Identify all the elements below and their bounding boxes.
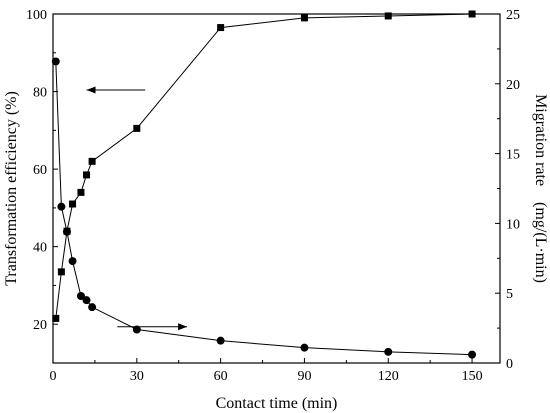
data-point-square bbox=[217, 24, 225, 32]
data-point-circle bbox=[300, 343, 309, 352]
y-left-tick-label: 40 bbox=[33, 241, 47, 256]
y-left-tick-label: 20 bbox=[33, 318, 47, 333]
data-point-square bbox=[133, 124, 141, 132]
y-right-tick-label: 10 bbox=[506, 217, 520, 232]
data-point-circle bbox=[62, 227, 71, 236]
y-right-tick-label: 5 bbox=[506, 287, 513, 302]
data-point-square bbox=[384, 12, 392, 20]
plot-frame bbox=[52, 13, 501, 364]
data-point-circle bbox=[57, 202, 66, 211]
series-line bbox=[55, 13, 473, 319]
series-circles bbox=[51, 57, 477, 359]
plot-area-border bbox=[52, 13, 501, 364]
y-axis-left: 20 40 60 80 100 bbox=[26, 8, 58, 333]
x-axis-title: Contact time (min) bbox=[216, 395, 338, 412]
data-point-square bbox=[77, 188, 85, 196]
y-right-tick-label: 20 bbox=[506, 78, 520, 93]
annotation-layer bbox=[86, 86, 188, 331]
x-tick-label: 150 bbox=[462, 369, 483, 384]
y-right-tick-label: 25 bbox=[506, 8, 520, 23]
y-left-tick-label: 80 bbox=[33, 86, 47, 101]
data-point-circle bbox=[468, 350, 477, 359]
y-left-tick-label: 60 bbox=[33, 163, 47, 178]
data-point-square bbox=[468, 10, 476, 18]
x-tick-label: 0 bbox=[50, 369, 57, 384]
arrow-left bbox=[86, 86, 146, 94]
arrow-right bbox=[117, 323, 188, 331]
data-point-circle bbox=[68, 257, 77, 266]
series-squares bbox=[52, 10, 476, 322]
y-axis-right-title: Migration rate (mg/(L·min) bbox=[532, 94, 549, 283]
y-axis-right: 0 5 10 15 20 25 bbox=[495, 8, 520, 372]
x-tick-label: 90 bbox=[297, 369, 311, 384]
arrow-head bbox=[178, 323, 188, 331]
arrow-head bbox=[86, 86, 96, 94]
data-point-square bbox=[57, 268, 65, 276]
series-layer bbox=[51, 10, 477, 359]
series-line bbox=[55, 61, 473, 356]
data-point-circle bbox=[82, 296, 91, 305]
y-left-tick-label: 100 bbox=[26, 8, 47, 23]
x-axis: 0 30 60 90 120 150 bbox=[50, 358, 483, 384]
x-tick-label: 120 bbox=[378, 369, 399, 384]
x-tick-label: 60 bbox=[214, 369, 228, 384]
data-point-square bbox=[88, 157, 96, 165]
y-axis-left-title: Transformation efficiency (%) bbox=[3, 91, 20, 286]
data-point-square bbox=[83, 171, 91, 179]
x-tick-label: 30 bbox=[130, 369, 144, 384]
y-right-tick-label: 15 bbox=[506, 148, 520, 163]
data-point-square bbox=[52, 314, 60, 322]
data-point-circle bbox=[384, 347, 393, 356]
data-point-square bbox=[69, 200, 77, 208]
data-point-circle bbox=[132, 325, 141, 334]
y-right-tick-label: 0 bbox=[506, 357, 513, 372]
data-point-square bbox=[300, 14, 308, 22]
data-point-circle bbox=[88, 303, 97, 312]
data-point-circle bbox=[76, 291, 85, 300]
data-point-circle bbox=[51, 57, 60, 66]
data-point-circle bbox=[216, 336, 225, 345]
